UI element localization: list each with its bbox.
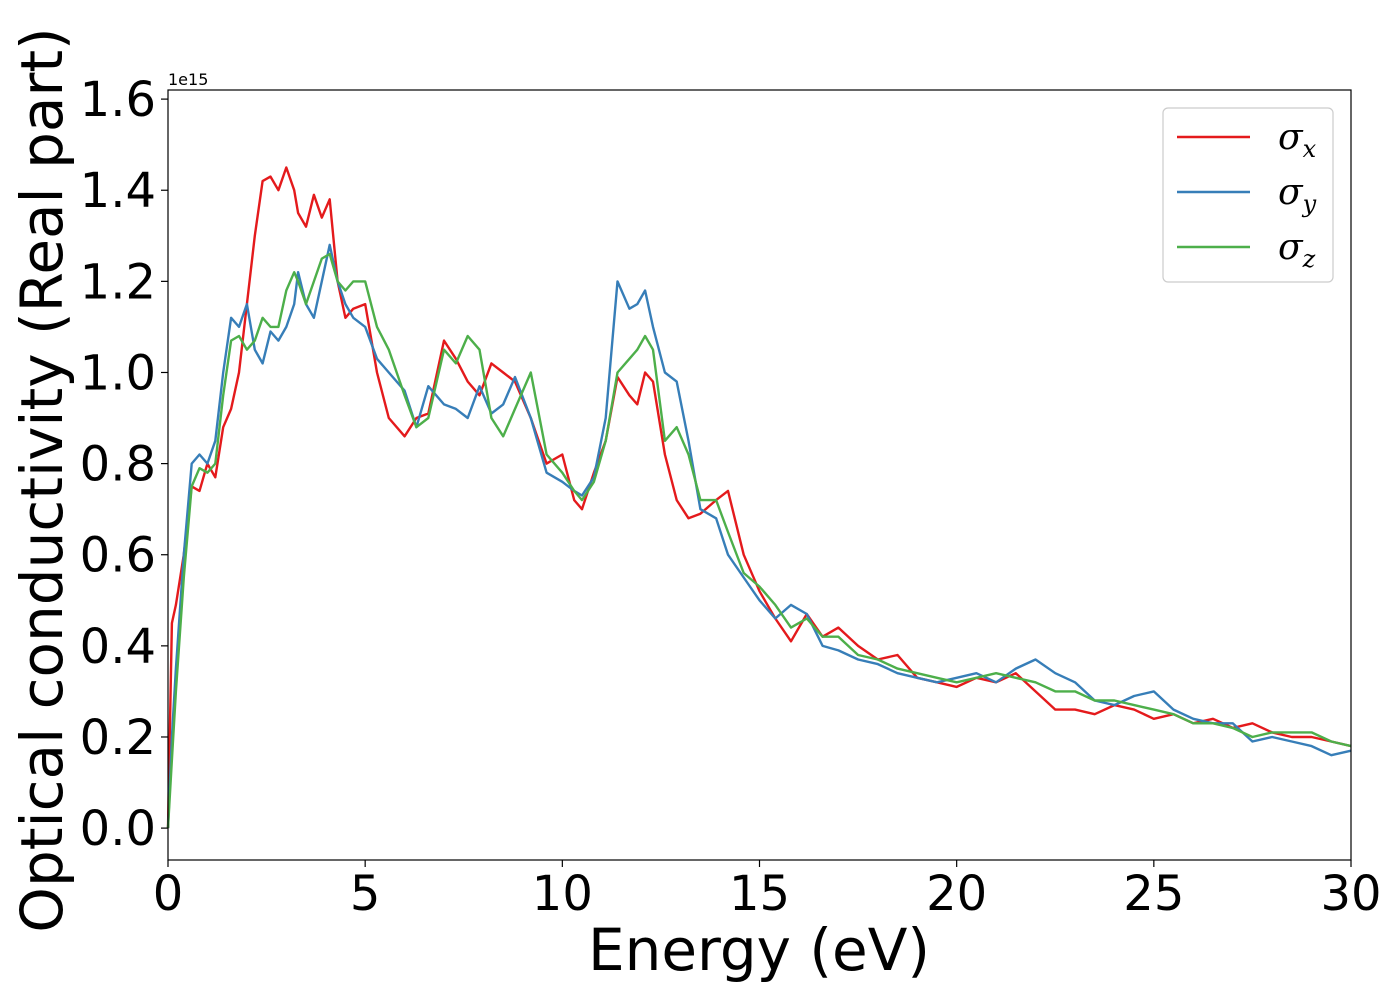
y-tick-label: 1.2 [80, 254, 156, 310]
legend-label-y: σy [1278, 172, 1317, 218]
y-tick-label: 0.4 [80, 619, 156, 675]
y-tick-label: 1.4 [80, 163, 156, 219]
x-tick-label: 10 [532, 866, 593, 922]
y-tick-label: 0.2 [80, 710, 156, 766]
y-axis-offset-label: 1e15 [168, 70, 208, 89]
series-line-x [166, 166, 1352, 829]
x-tick-label: 30 [1320, 866, 1381, 922]
y-tick-label: 1.6 [80, 72, 156, 128]
series-line-y [166, 243, 1352, 829]
x-axis-label: Energy (eV) [588, 916, 930, 984]
x-tick-label: 25 [1123, 866, 1184, 922]
x-axis: 0 5 10 15 20 25 30 [153, 860, 1382, 922]
y-tick-label: 0.8 [80, 437, 156, 493]
x-tick-label: 5 [350, 866, 381, 922]
legend-label-z: σz [1278, 227, 1316, 273]
series-line-z [166, 252, 1352, 829]
y-axis: 0.0 0.2 0.4 0.6 0.8 1.0 1.2 1.4 1.6 [80, 72, 168, 857]
y-tick-label: 0.0 [80, 801, 156, 857]
x-tick-label: 0 [153, 866, 184, 922]
x-tick-label: 15 [729, 866, 790, 922]
y-tick-label: 1.0 [80, 345, 156, 401]
legend: σx σy σz [1162, 107, 1334, 283]
series-layer [166, 166, 1352, 829]
y-axis-label: Optical conductivity (Real part) [8, 27, 76, 932]
legend-box [1162, 107, 1334, 283]
x-tick-label: 20 [926, 866, 987, 922]
legend-label-x: σx [1278, 117, 1317, 163]
y-tick-label: 0.6 [80, 528, 156, 584]
